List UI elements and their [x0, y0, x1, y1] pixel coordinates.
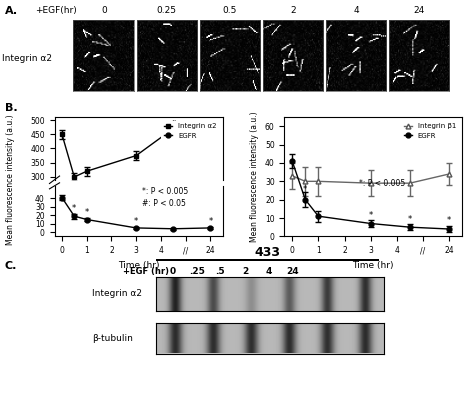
Text: *: * [408, 215, 412, 223]
Text: #: # [170, 120, 177, 128]
Text: 433: 433 [255, 246, 281, 259]
Text: 2: 2 [242, 267, 249, 276]
Text: *: * [208, 121, 212, 130]
X-axis label: Time (hr): Time (hr) [353, 261, 394, 269]
Text: *: * [208, 217, 212, 226]
Text: Mean fluorescence intensity (a.u.): Mean fluorescence intensity (a.u.) [6, 114, 15, 245]
Text: 0.5: 0.5 [223, 6, 237, 15]
Text: *: P < 0.005: *: P < 0.005 [359, 179, 405, 188]
Text: 24: 24 [413, 6, 425, 15]
Text: 0: 0 [170, 267, 176, 276]
Text: C.: C. [5, 261, 17, 271]
Text: *: * [134, 217, 138, 226]
Legend: Integrin α2, EGFR: Integrin α2, EGFR [161, 121, 219, 142]
Text: +EGF (hr): +EGF (hr) [123, 267, 169, 276]
Text: +EGF(hr): +EGF(hr) [36, 6, 77, 15]
Text: A.: A. [5, 6, 18, 16]
Text: .25: .25 [189, 267, 205, 276]
Text: *: * [447, 216, 451, 225]
Text: 4: 4 [353, 6, 359, 15]
Text: 0: 0 [101, 6, 107, 15]
Text: 0.25: 0.25 [157, 6, 177, 15]
Text: Integrin α2: Integrin α2 [2, 54, 52, 63]
Text: 2: 2 [290, 6, 296, 15]
Text: B.: B. [5, 103, 18, 113]
Y-axis label: Mean fluorescence intensity (a.u.): Mean fluorescence intensity (a.u.) [250, 112, 259, 242]
Text: .5: .5 [216, 267, 225, 276]
Text: Integrin α2: Integrin α2 [92, 289, 142, 299]
X-axis label: Time (hr): Time (hr) [118, 261, 159, 269]
Text: *: * [303, 185, 308, 194]
Text: *: * [369, 211, 373, 220]
Text: *: P < 0.005
#: P < 0.05: *: P < 0.005 #: P < 0.05 [142, 187, 188, 208]
Text: *: * [84, 208, 89, 217]
Text: 4: 4 [266, 267, 273, 276]
Text: β-tubulin: β-tubulin [92, 334, 133, 343]
Text: 24: 24 [287, 267, 299, 276]
Legend: Integrin β1, EGFR: Integrin β1, EGFR [401, 121, 459, 142]
Text: *: * [72, 204, 76, 213]
